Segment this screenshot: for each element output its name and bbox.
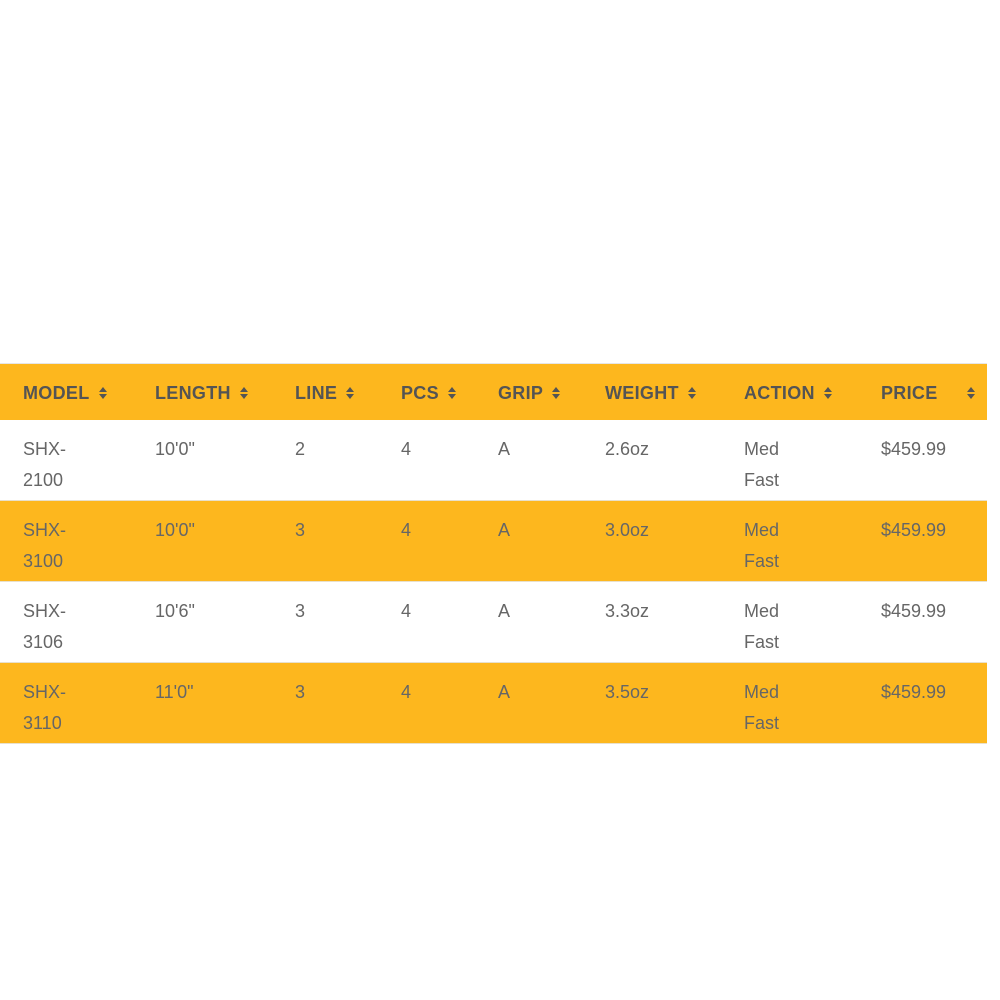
sort-down-arrow xyxy=(687,394,696,399)
cell-action: Med Fast xyxy=(744,682,780,733)
cell-line: 3 xyxy=(295,520,306,540)
cell-pcs: 4 xyxy=(401,520,412,540)
cell-grip: A xyxy=(498,439,511,459)
cell-grip: A xyxy=(498,520,511,540)
sort-icon[interactable] xyxy=(551,386,561,400)
cell-length: 10'0" xyxy=(155,520,195,540)
cell-length: 11'0" xyxy=(155,682,194,702)
sort-icon[interactable] xyxy=(447,386,457,400)
cell-price: $459.99 xyxy=(881,520,947,540)
sort-down-arrow xyxy=(447,394,456,399)
cell-weight: 2.6oz xyxy=(605,439,650,459)
cell-model: SHX-2100 xyxy=(23,439,67,490)
column-header-label: LENGTH xyxy=(155,383,231,403)
column-header-label: PCS xyxy=(401,383,439,403)
sort-icon[interactable] xyxy=(98,386,108,400)
cell-action: Med Fast xyxy=(744,520,780,571)
column-header-label: PRICE xyxy=(881,383,938,403)
cell-pcs: 4 xyxy=(401,682,412,702)
table-row: SHX-3110 11'0" 3 4 A 3.5oz Med Fast $459.99 xyxy=(0,663,987,744)
cell-grip: A xyxy=(498,601,511,621)
sort-icon[interactable] xyxy=(966,386,976,400)
sort-icon[interactable] xyxy=(239,386,249,400)
rod-specs-table: MODEL LENGTH LINE PCS GRIP WEIGHT ACTION PRICE … xyxy=(0,363,987,744)
column-header-label: GRIP xyxy=(498,383,544,403)
sort-down-arrow xyxy=(967,394,975,399)
table-row: SHX-3100 10'0" 3 4 A 3.0oz Med Fast $459.99 xyxy=(0,501,987,582)
column-header-weight[interactable]: WEIGHT xyxy=(605,382,697,404)
cell-grip: A xyxy=(498,682,511,702)
column-header-length[interactable]: LENGTH xyxy=(155,382,249,404)
sort-down-arrow xyxy=(552,394,561,399)
sort-down-arrow xyxy=(346,394,355,399)
sort-down-arrow xyxy=(239,394,248,399)
sort-up-arrow xyxy=(552,387,561,392)
sort-icon[interactable] xyxy=(345,386,355,400)
column-header-price[interactable]: PRICE xyxy=(881,382,938,404)
sort-up-arrow xyxy=(447,387,456,392)
table-row: SHX-3106 10'6" 3 4 A 3.3oz Med Fast $459.99 xyxy=(0,582,987,663)
cell-model: SHX-3110 xyxy=(23,682,67,733)
column-header-label: WEIGHT xyxy=(605,383,679,403)
sort-up-arrow xyxy=(687,387,696,392)
cell-length: 10'0" xyxy=(155,439,195,459)
column-header-label: ACTION xyxy=(744,383,815,403)
column-header-line[interactable]: LINE xyxy=(295,382,355,404)
cell-action: Med Fast xyxy=(744,439,780,490)
sort-down-arrow xyxy=(823,394,832,399)
cell-model: SHX-3106 xyxy=(23,601,67,652)
sort-up-arrow xyxy=(823,387,832,392)
sort-down-arrow xyxy=(98,394,107,399)
cell-line: 3 xyxy=(295,682,306,702)
sort-up-arrow xyxy=(967,387,975,392)
table-body: SHX-2100 10'0" 2 4 A 2.6oz Med Fast $459.99 SHX-… xyxy=(0,420,987,744)
column-header-grip[interactable]: GRIP xyxy=(498,382,561,404)
cell-pcs: 4 xyxy=(401,601,412,621)
cell-action: Med Fast xyxy=(744,601,780,652)
column-header-pcs[interactable]: PCS xyxy=(401,382,457,404)
cell-price: $459.99 xyxy=(881,601,947,621)
column-header-label: LINE xyxy=(295,383,338,403)
sort-up-arrow xyxy=(239,387,248,392)
column-header-model[interactable]: MODEL xyxy=(23,382,108,404)
cell-length: 10'6" xyxy=(155,601,195,621)
cell-line: 2 xyxy=(295,439,306,459)
column-header-action[interactable]: ACTION xyxy=(744,382,833,404)
cell-weight: 3.3oz xyxy=(605,601,650,621)
column-header-label: MODEL xyxy=(23,383,90,403)
cell-model: SHX-3100 xyxy=(23,520,67,571)
cell-price: $459.99 xyxy=(881,682,947,702)
cell-pcs: 4 xyxy=(401,439,412,459)
cell-weight: 3.5oz xyxy=(605,682,650,702)
table-row: SHX-2100 10'0" 2 4 A 2.6oz Med Fast $459.99 xyxy=(0,420,987,501)
cell-line: 3 xyxy=(295,601,306,621)
sort-icon[interactable] xyxy=(687,386,697,400)
sort-icon[interactable] xyxy=(823,386,833,400)
cell-weight: 3.0oz xyxy=(605,520,650,540)
sort-up-arrow xyxy=(346,387,355,392)
cell-price: $459.99 xyxy=(881,439,947,459)
sort-up-arrow xyxy=(98,387,107,392)
table-header: MODEL LENGTH LINE PCS GRIP WEIGHT ACTION PRICE xyxy=(0,364,987,420)
